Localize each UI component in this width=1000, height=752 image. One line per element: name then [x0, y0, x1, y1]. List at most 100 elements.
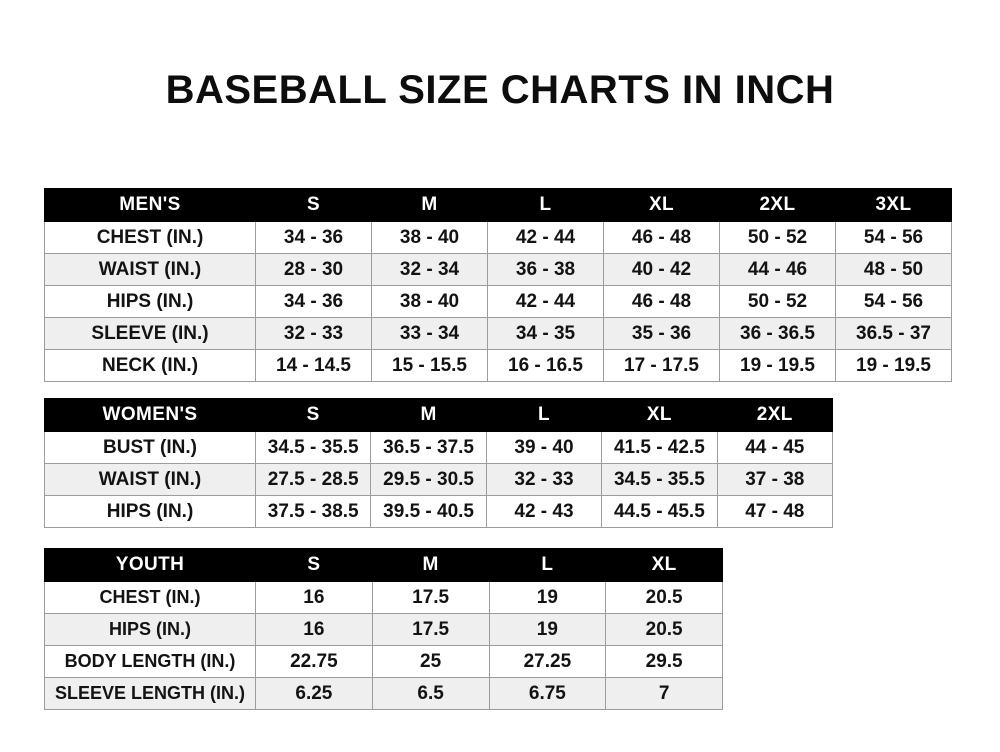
- mens-measurement-value: 35 - 36: [603, 317, 720, 350]
- youth-measurement-label: CHEST (IN.): [44, 581, 256, 614]
- mens-measurement-value: 54 - 56: [835, 221, 952, 254]
- womens-measurement-value: 29.5 - 30.5: [370, 463, 487, 496]
- mens-measurement-value: 17 - 17.5: [603, 349, 720, 382]
- youth-size-header-l: L: [488, 548, 607, 582]
- mens-measurement-value: 16 - 16.5: [487, 349, 604, 382]
- youth-measurement-value: 7: [605, 677, 723, 710]
- mens-measurement-value: 38 - 40: [371, 285, 488, 318]
- youth-size-header-m: M: [371, 548, 490, 582]
- mens-measurement-value: 40 - 42: [603, 253, 720, 286]
- mens-measurement-label: HIPS (IN.): [44, 285, 256, 318]
- mens-measurement-label: SLEEVE (IN.): [44, 317, 256, 350]
- youth-measurement-label: BODY LENGTH (IN.): [44, 645, 256, 678]
- womens-measurement-value: 41.5 - 42.5: [601, 431, 718, 464]
- womens-size-header-s: S: [254, 398, 372, 432]
- womens-measurement-value: 32 - 33: [485, 463, 603, 496]
- mens-measurement-value: 28 - 30: [255, 253, 372, 286]
- mens-size-header-2xl: 2XL: [719, 188, 836, 222]
- youth-measurement-value: 6.5: [371, 677, 490, 710]
- youth-measurement-value: 22.75: [255, 645, 373, 678]
- youth-measurement-value: 20.5: [605, 613, 723, 646]
- youth-measurement-value: 16: [255, 581, 373, 614]
- womens-measurement-value: 34.5 - 35.5: [254, 431, 372, 464]
- womens-measurement-value: 27.5 - 28.5: [254, 463, 372, 496]
- mens-measurement-value: 34 - 36: [255, 285, 372, 318]
- womens-measurement-label: BUST (IN.): [44, 431, 256, 464]
- table-row: SLEEVE (IN.) 32 - 33 33 - 34 34 - 35 35 - 36…: [44, 317, 952, 350]
- table-row: NECK (IN.) 14 - 14.5 15 - 15.5 16 - 16.5 17 …: [44, 349, 952, 382]
- mens-measurement-value: 44 - 46: [719, 253, 836, 286]
- youth-size-chart: YOUTH S M L XL CHEST (IN.) 16 17.5 19 20.5 HIPS (I…: [44, 548, 723, 710]
- womens-size-header-xl: XL: [601, 398, 718, 432]
- table-row: HIPS (IN.) 37.5 - 38.5 39.5 - 40.5 42 - 43 4…: [44, 495, 834, 528]
- page-title: BASEBALL SIZE CHARTS IN INCH: [165, 68, 835, 112]
- mens-measurement-value: 14 - 14.5: [255, 349, 372, 382]
- mens-measurement-value: 46 - 48: [603, 221, 720, 254]
- youth-measurement-label: HIPS (IN.): [44, 613, 256, 646]
- womens-measurement-value: 37 - 38: [716, 463, 834, 496]
- youth-measurement-value: 20.5: [605, 581, 723, 614]
- mens-measurement-value: 34 - 36: [255, 221, 372, 254]
- mens-measurement-value: 32 - 33: [255, 317, 372, 350]
- table-row: HIPS (IN.) 34 - 36 38 - 40 42 - 44 46 - 48 50…: [44, 285, 952, 318]
- mens-measurement-value: 54 - 56: [835, 285, 952, 318]
- youth-measurement-value: 25: [371, 645, 490, 678]
- youth-category-label: YOUTH: [44, 548, 256, 582]
- womens-category-label: WOMEN'S: [44, 398, 256, 432]
- womens-measurement-label: WAIST (IN.): [44, 463, 256, 496]
- mens-size-header-s: S: [255, 188, 372, 222]
- mens-size-header-xl: XL: [603, 188, 720, 222]
- table-row: WAIST (IN.) 27.5 - 28.5 29.5 - 30.5 32 - 33…: [44, 463, 834, 496]
- mens-size-header-m: M: [371, 188, 488, 222]
- mens-measurement-value: 42 - 44: [487, 221, 604, 254]
- table-row: HIPS (IN.) 16 17.5 19 20.5: [44, 613, 723, 646]
- mens-measurement-value: 46 - 48: [603, 285, 720, 318]
- youth-measurement-value: 27.25: [488, 645, 607, 678]
- youth-table: YOUTH S M L XL CHEST (IN.) 16 17.5 19 20.5 HIPS (I…: [44, 548, 723, 710]
- womens-header-row: WOMEN'S S M L XL 2XL: [44, 398, 834, 432]
- youth-measurement-value: 6.25: [255, 677, 373, 710]
- mens-measurement-value: 50 - 52: [719, 285, 836, 318]
- mens-measurement-value: 32 - 34: [371, 253, 488, 286]
- mens-measurement-value: 34 - 35: [487, 317, 604, 350]
- mens-measurement-value: 42 - 44: [487, 285, 604, 318]
- mens-size-chart: MEN'S S M L XL 2XL 3XL CHEST (IN.) 34 - 36 38 - 4…: [44, 188, 952, 382]
- mens-measurement-value: 36 - 38: [487, 253, 604, 286]
- youth-measurement-value: 29.5: [605, 645, 723, 678]
- youth-measurement-value: 17.5: [371, 613, 490, 646]
- womens-size-header-2xl: 2XL: [716, 398, 834, 432]
- youth-measurement-value: 19: [488, 613, 607, 646]
- youth-size-header-s: S: [255, 548, 373, 582]
- table-row: BUST (IN.) 34.5 - 35.5 36.5 - 37.5 39 - 40 4…: [44, 431, 834, 464]
- womens-measurement-label: HIPS (IN.): [44, 495, 256, 528]
- youth-header-row: YOUTH S M L XL: [44, 548, 723, 582]
- mens-measurement-value: 36 - 36.5: [719, 317, 836, 350]
- table-row: WAIST (IN.) 28 - 30 32 - 34 36 - 38 40 - 42 4…: [44, 253, 952, 286]
- mens-measurement-label: NECK (IN.): [44, 349, 256, 382]
- mens-measurement-value: 19 - 19.5: [719, 349, 836, 382]
- youth-measurement-label: SLEEVE LENGTH (IN.): [44, 677, 256, 710]
- mens-measurement-label: WAIST (IN.): [44, 253, 256, 286]
- womens-table: WOMEN'S S M L XL 2XL BUST (IN.) 34.5 - 35.5 36.5…: [44, 398, 834, 528]
- womens-measurement-value: 42 - 43: [485, 495, 603, 528]
- youth-measurement-value: 16: [255, 613, 373, 646]
- mens-measurement-value: 36.5 - 37: [835, 317, 952, 350]
- youth-measurement-value: 6.75: [488, 677, 607, 710]
- womens-measurement-value: 37.5 - 38.5: [254, 495, 372, 528]
- womens-measurement-value: 34.5 - 35.5: [601, 463, 718, 496]
- mens-measurement-value: 33 - 34: [371, 317, 488, 350]
- youth-size-header-xl: XL: [605, 548, 723, 582]
- mens-size-header-l: L: [487, 188, 604, 222]
- womens-size-header-m: M: [370, 398, 487, 432]
- table-row: CHEST (IN.) 34 - 36 38 - 40 42 - 44 46 - 48 5…: [44, 221, 952, 254]
- womens-measurement-value: 39.5 - 40.5: [370, 495, 487, 528]
- womens-measurement-value: 36.5 - 37.5: [370, 431, 487, 464]
- womens-measurement-value: 44 - 45: [716, 431, 834, 464]
- table-row: CHEST (IN.) 16 17.5 19 20.5: [44, 581, 723, 614]
- youth-measurement-value: 19: [488, 581, 607, 614]
- womens-size-chart: WOMEN'S S M L XL 2XL BUST (IN.) 34.5 - 35.5 36.5…: [44, 398, 834, 528]
- mens-measurement-value: 15 - 15.5: [371, 349, 488, 382]
- mens-measurement-value: 50 - 52: [719, 221, 836, 254]
- mens-header-row: MEN'S S M L XL 2XL 3XL: [44, 188, 952, 222]
- table-row: SLEEVE LENGTH (IN.) 6.25 6.5 6.75 7: [44, 677, 723, 710]
